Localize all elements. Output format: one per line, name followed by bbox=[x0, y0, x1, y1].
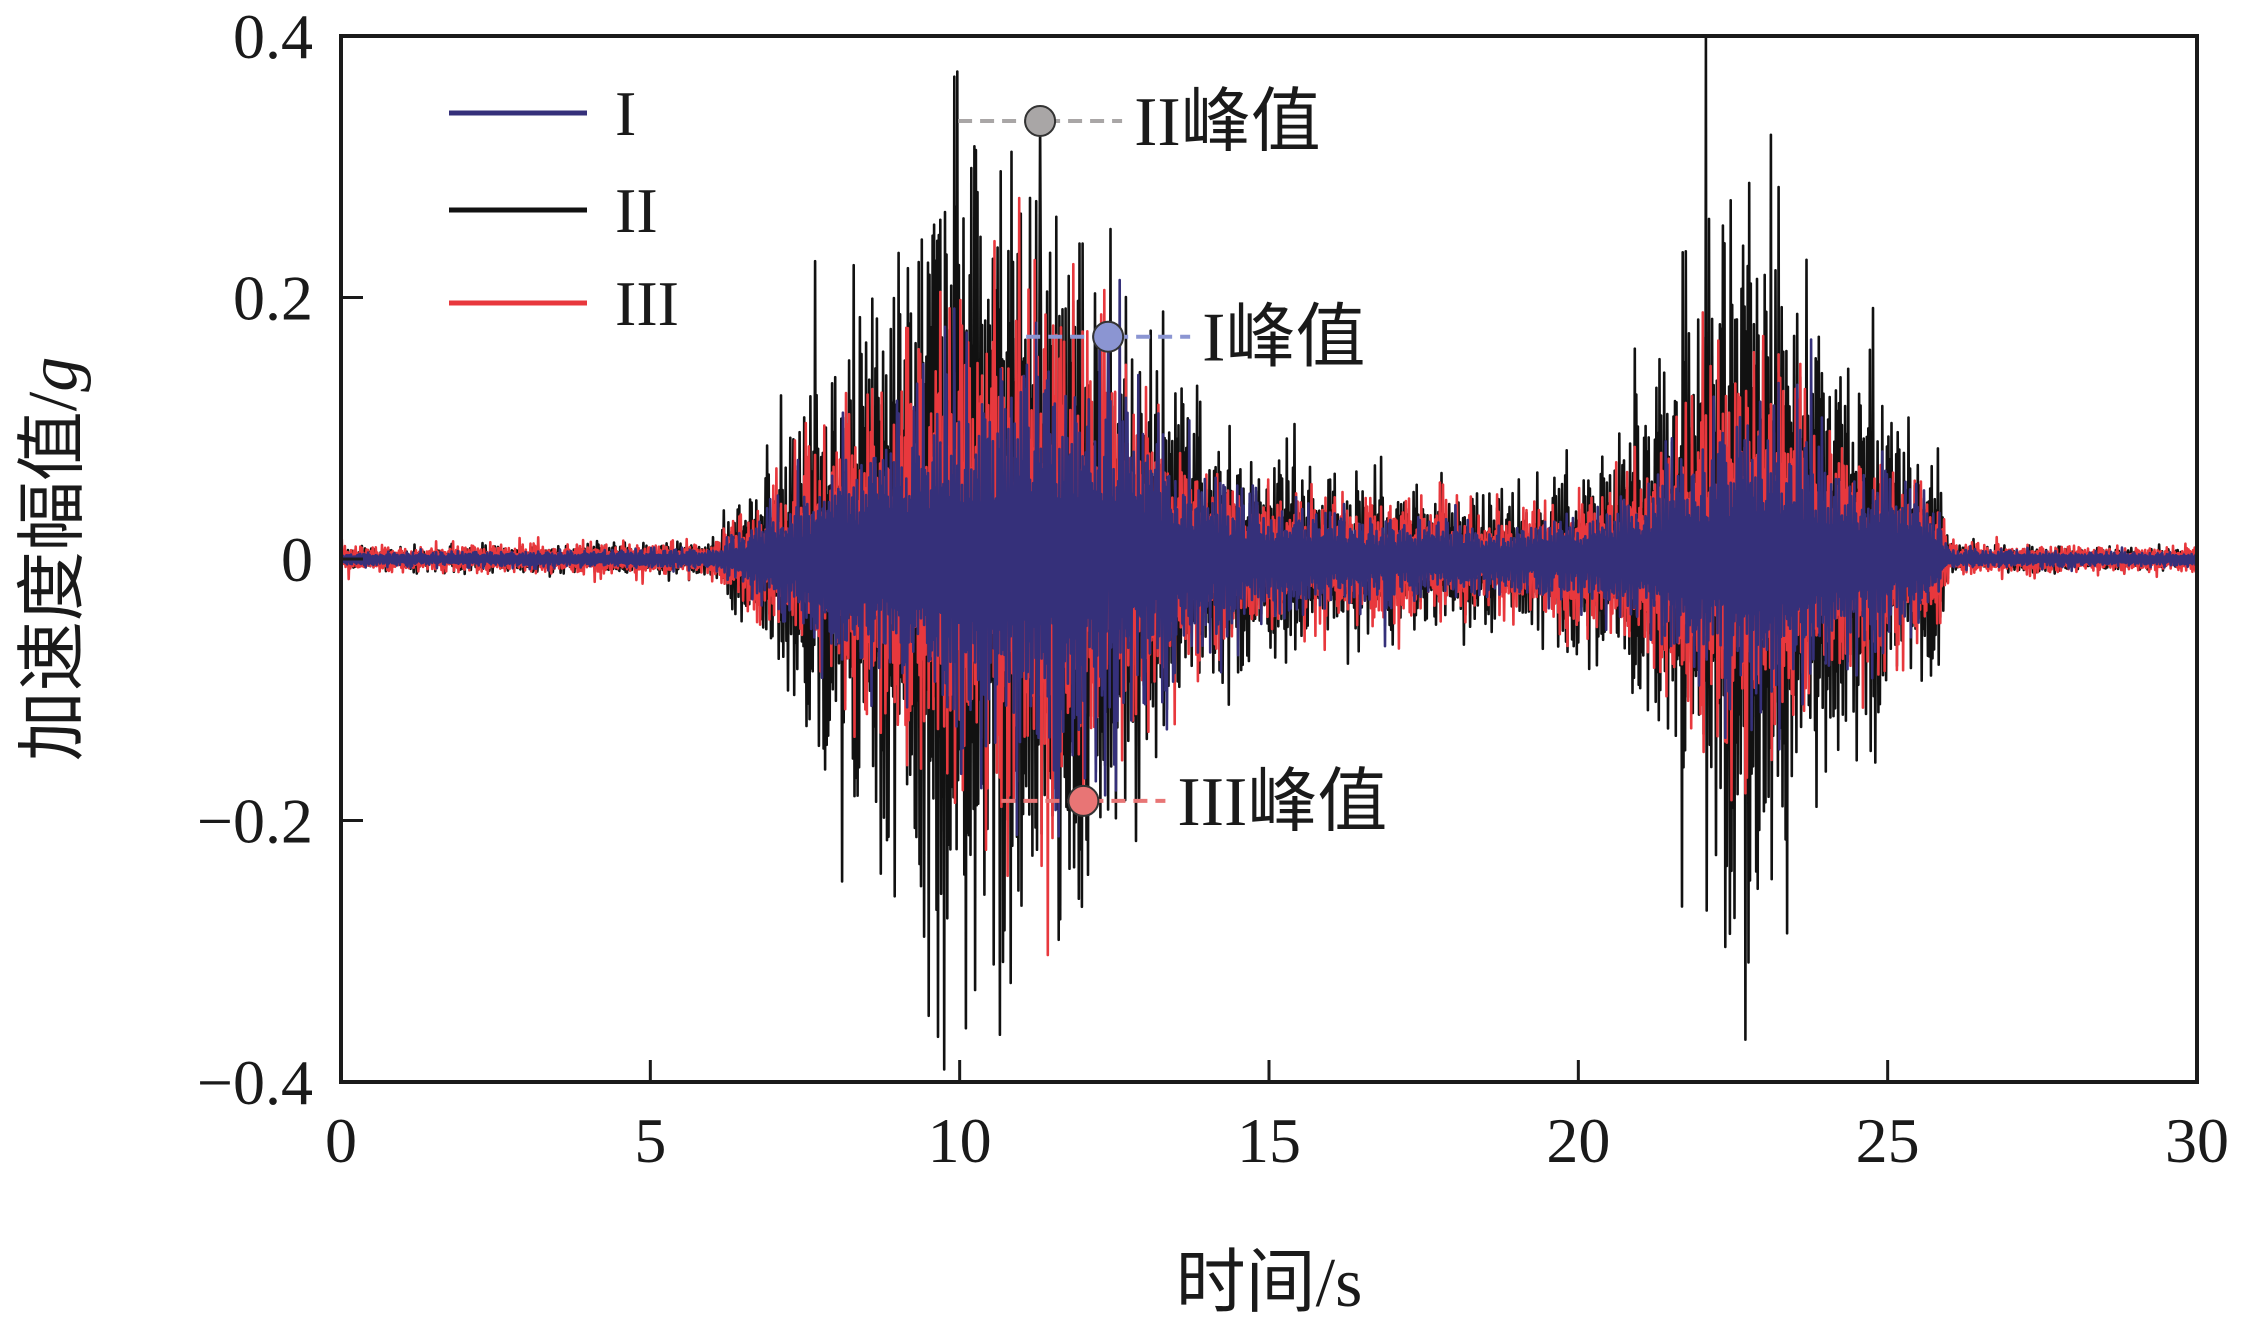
x-axis-title: 时间/s bbox=[1176, 1245, 1363, 1322]
legend-label: III bbox=[615, 268, 679, 339]
y-axis-title-unit: g bbox=[15, 357, 92, 392]
y-axis-title: 加速度幅值/g bbox=[15, 357, 92, 761]
x-tick-label: 15 bbox=[1237, 1105, 1301, 1176]
x-tick-label: 0 bbox=[325, 1105, 357, 1176]
x-tick-label: 10 bbox=[928, 1105, 992, 1176]
peak-marker bbox=[1067, 784, 1100, 817]
legend-label: I bbox=[615, 78, 636, 149]
series-line-i bbox=[341, 278, 2197, 838]
x-tick-label: 30 bbox=[2165, 1105, 2229, 1176]
axis-ticks: 0 5 10 15 20 25 30 −0.4 −0.2 0 0.2 0.4 bbox=[197, 1, 2229, 1176]
peak-annotations: II峰值 I峰值 III峰值 bbox=[958, 84, 1387, 841]
x-tick-label: 20 bbox=[1546, 1105, 1610, 1176]
y-axis-title-main: 加速度幅值/ bbox=[15, 391, 92, 761]
y-tick-label: 0.2 bbox=[233, 263, 313, 334]
peak-label: I峰值 bbox=[1202, 300, 1365, 377]
series-layer bbox=[341, 36, 2197, 1071]
legend-label: II bbox=[615, 175, 658, 246]
peak-marker bbox=[1092, 320, 1125, 353]
peak-marker bbox=[1024, 104, 1057, 137]
y-tick-label: 0.4 bbox=[233, 1, 313, 72]
y-tick-label: 0 bbox=[281, 524, 313, 595]
peak-label: II峰值 bbox=[1134, 84, 1321, 161]
y-tick-label: −0.2 bbox=[197, 786, 313, 857]
x-tick-label: 25 bbox=[1856, 1105, 1920, 1176]
peak-label: III峰值 bbox=[1177, 764, 1387, 841]
y-tick-label: −0.4 bbox=[197, 1047, 313, 1118]
x-tick-label: 5 bbox=[634, 1105, 666, 1176]
